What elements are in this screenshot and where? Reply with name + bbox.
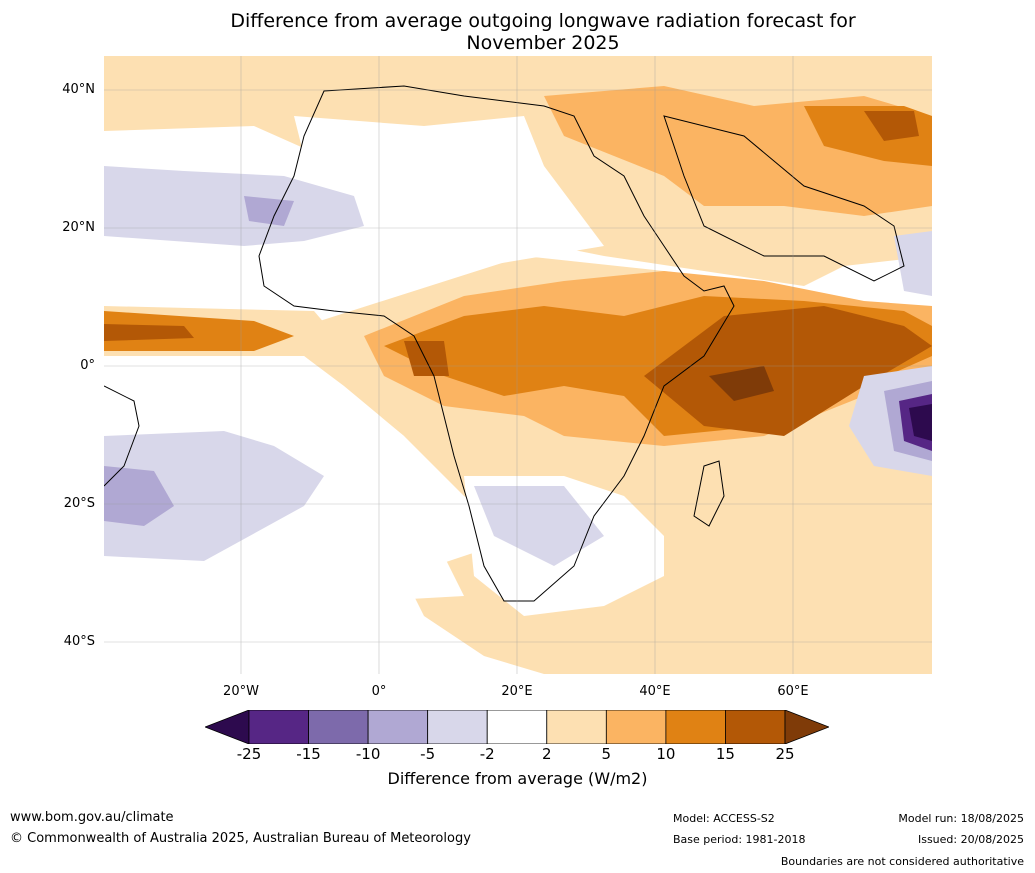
colorbar-title: Difference from average (W/m2) [387,769,648,788]
anomaly-band-under-minus-25 [909,404,932,441]
gridlines [104,56,932,674]
boundaries-disclaimer: Boundaries are not considered authoritat… [780,855,1024,868]
colorbar-tick-label: 10 [656,745,676,763]
lon-label: 20°W [223,684,259,699]
anomaly-band-15-25 [644,306,932,436]
colorbar-segment [427,710,488,744]
colorbar-segment [725,710,786,744]
anomaly-band-minus-5-10 [244,196,294,226]
website-link[interactable]: www.bom.gov.au/climate [10,810,174,825]
colorbar-segment [308,710,369,744]
lat-label: 20°S [63,496,95,511]
colorbar-tick-label: 2 [541,745,552,763]
anomaly-band-minus-5-10 [104,466,174,526]
anomaly-band-neutral [264,116,604,296]
africa-coastline [258,85,735,602]
colorbar-extend-low [205,710,250,744]
madagascar-outline [693,460,725,527]
anomaly-band-15-25 [404,341,449,376]
base-period: Base period: 1981-2018 [673,833,806,846]
colorbar-tick-label: -5 [420,745,436,763]
anomaly-band-15-25 [864,111,919,141]
colorbar-tick-label: -25 [236,745,262,763]
colorbar-segment [605,710,667,744]
anomaly-band-minus-2-5 [894,231,932,296]
colorbar-segment [546,710,607,744]
issued-date: Issued: 20/08/2025 [917,833,1024,846]
colorbar-segment [665,710,726,744]
colorbar-segment [248,710,309,744]
colorbar [205,710,829,744]
colorbar-segment [367,710,429,744]
colorbar-tick-label: 15 [715,745,735,763]
arabia-coastline [663,115,905,282]
anomaly-band-over-25 [709,366,774,401]
title-line-2: November 2025 [466,32,620,54]
anomaly-band-15-25 [104,324,194,341]
chart-title: Difference from average outgoing longwav… [100,10,986,54]
colorbar-tick-label: -10 [355,745,381,763]
lon-label: 60°E [777,684,809,699]
colorbar-tick-label: 5 [601,745,612,763]
olr-anomaly-map [104,56,932,674]
colorbar-tick-label: 25 [775,745,795,763]
lat-label: 40°S [63,634,95,649]
copyright-text: © Commonwealth of Australia 2025, Austra… [10,831,471,846]
model-run: Model run: 18/08/2025 [898,812,1024,825]
lon-label: 20°E [501,684,533,699]
colorbar-tick-label: -2 [479,745,495,763]
title-line-1: Difference from average outgoing longwav… [230,10,856,32]
colorbar-extend-high [784,710,829,744]
colorbar-segment [486,710,548,744]
anomaly-band-minus-2-5 [104,166,364,246]
lat-label: 20°N [62,220,95,235]
lon-label: 0° [371,684,387,699]
anomaly-band-10-15 [104,311,294,351]
anomaly-band-minus-2-5 [104,431,324,561]
south-america-coastline [104,385,140,487]
model-name: Model: ACCESS-S2 [673,812,775,825]
lon-label: 40°E [639,684,671,699]
lat-label: 0° [80,358,95,373]
colorbar-tick-label: -15 [296,745,321,763]
lat-label: 40°N [62,82,95,97]
anomaly-band-minus-2-5 [474,486,604,566]
